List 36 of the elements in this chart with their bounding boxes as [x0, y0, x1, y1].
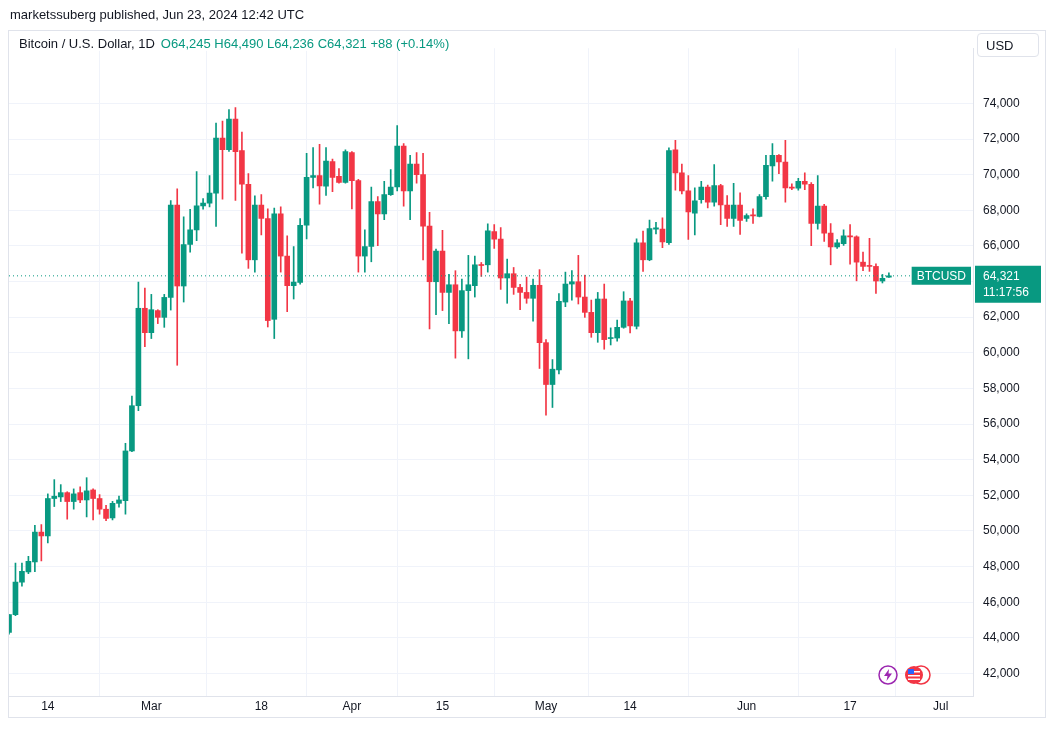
- x-tick-label: May: [534, 699, 558, 714]
- y-tick-label: 58,000: [983, 380, 1021, 395]
- x-tick-label: Jul: [932, 699, 949, 714]
- x-tick-label: 15: [435, 699, 450, 714]
- text: 11:17:56: [983, 285, 1030, 300]
- text: 64,321: [983, 268, 1021, 283]
- y-tick-label: 46,000: [983, 594, 1021, 609]
- y-tick-label: 74,000: [983, 95, 1021, 110]
- x-tick-label: Apr: [342, 699, 362, 714]
- y-tick-label: 42,000: [983, 665, 1021, 680]
- y-tick-label: 48,000: [983, 558, 1021, 573]
- chart-title: Bitcoin / U.S. Dollar, 1D: [19, 36, 155, 51]
- x-tick-label: 18: [254, 699, 269, 714]
- x-tick-label: Jun: [736, 699, 757, 714]
- y-tick-label: 52,000: [983, 487, 1021, 502]
- y-tick-label: 62,000: [983, 309, 1021, 324]
- y-tick-label: 72,000: [983, 131, 1021, 146]
- candlestick: [478, 262, 485, 277]
- text: marketssuberg published, Jun 23, 2024 12:42 UTC: [10, 7, 305, 22]
- ref-line-label: BTCUSD: [916, 268, 967, 283]
- x-tick-label: Mar: [141, 699, 162, 714]
- x-tick-label: 14: [41, 699, 55, 714]
- text: USD: [977, 33, 1039, 57]
- candlestick: [847, 224, 853, 265]
- y-tick-label: 70,000: [983, 166, 1021, 181]
- x-tick-label: 17: [843, 699, 858, 714]
- x-tick-label: 14: [623, 699, 638, 714]
- y-tick-label: 60,000: [983, 345, 1021, 360]
- y-tick-label: 54,000: [983, 452, 1021, 466]
- y-tick-label: 66,000: [983, 238, 1021, 253]
- y-tick-label: 50,000: [983, 523, 1021, 538]
- y-tick-label: 68,000: [983, 202, 1021, 217]
- chart-subtitle: O64,245 H64,490 L64,236 C64,321 +88 (+0.14%): [160, 36, 450, 51]
- candlestick: [750, 208, 756, 224]
- y-tick-label: 56,000: [983, 416, 1021, 431]
- y-tick-label: 44,000: [983, 630, 1021, 645]
